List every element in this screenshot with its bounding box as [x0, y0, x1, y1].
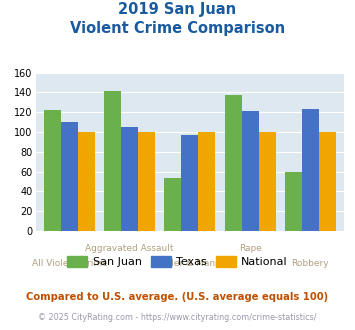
- Bar: [164, 178, 181, 231]
- Bar: [319, 132, 336, 231]
- Legend: San Juan, Texas, National: San Juan, Texas, National: [62, 251, 293, 271]
- Bar: [138, 132, 155, 231]
- Text: Robbery: Robbery: [291, 259, 329, 268]
- Text: Murder & Mans...: Murder & Mans...: [151, 259, 229, 268]
- Text: Compared to U.S. average. (U.S. average equals 100): Compared to U.S. average. (U.S. average …: [26, 292, 329, 302]
- Text: All Violent Crime: All Violent Crime: [32, 259, 107, 268]
- Bar: [302, 109, 319, 231]
- Bar: [121, 127, 138, 231]
- Bar: [104, 91, 121, 231]
- Text: Violent Crime Comparison: Violent Crime Comparison: [70, 21, 285, 36]
- Bar: [285, 172, 302, 231]
- Bar: [78, 132, 95, 231]
- Text: 2019 San Juan: 2019 San Juan: [119, 2, 236, 16]
- Text: © 2025 CityRating.com - https://www.cityrating.com/crime-statistics/: © 2025 CityRating.com - https://www.city…: [38, 313, 317, 322]
- Bar: [259, 132, 275, 231]
- Bar: [242, 111, 259, 231]
- Bar: [198, 132, 215, 231]
- Bar: [181, 135, 198, 231]
- Text: Aggravated Assault: Aggravated Assault: [86, 244, 174, 253]
- Bar: [44, 110, 61, 231]
- Bar: [61, 122, 78, 231]
- Bar: [225, 95, 242, 231]
- Text: Rape: Rape: [239, 244, 262, 253]
